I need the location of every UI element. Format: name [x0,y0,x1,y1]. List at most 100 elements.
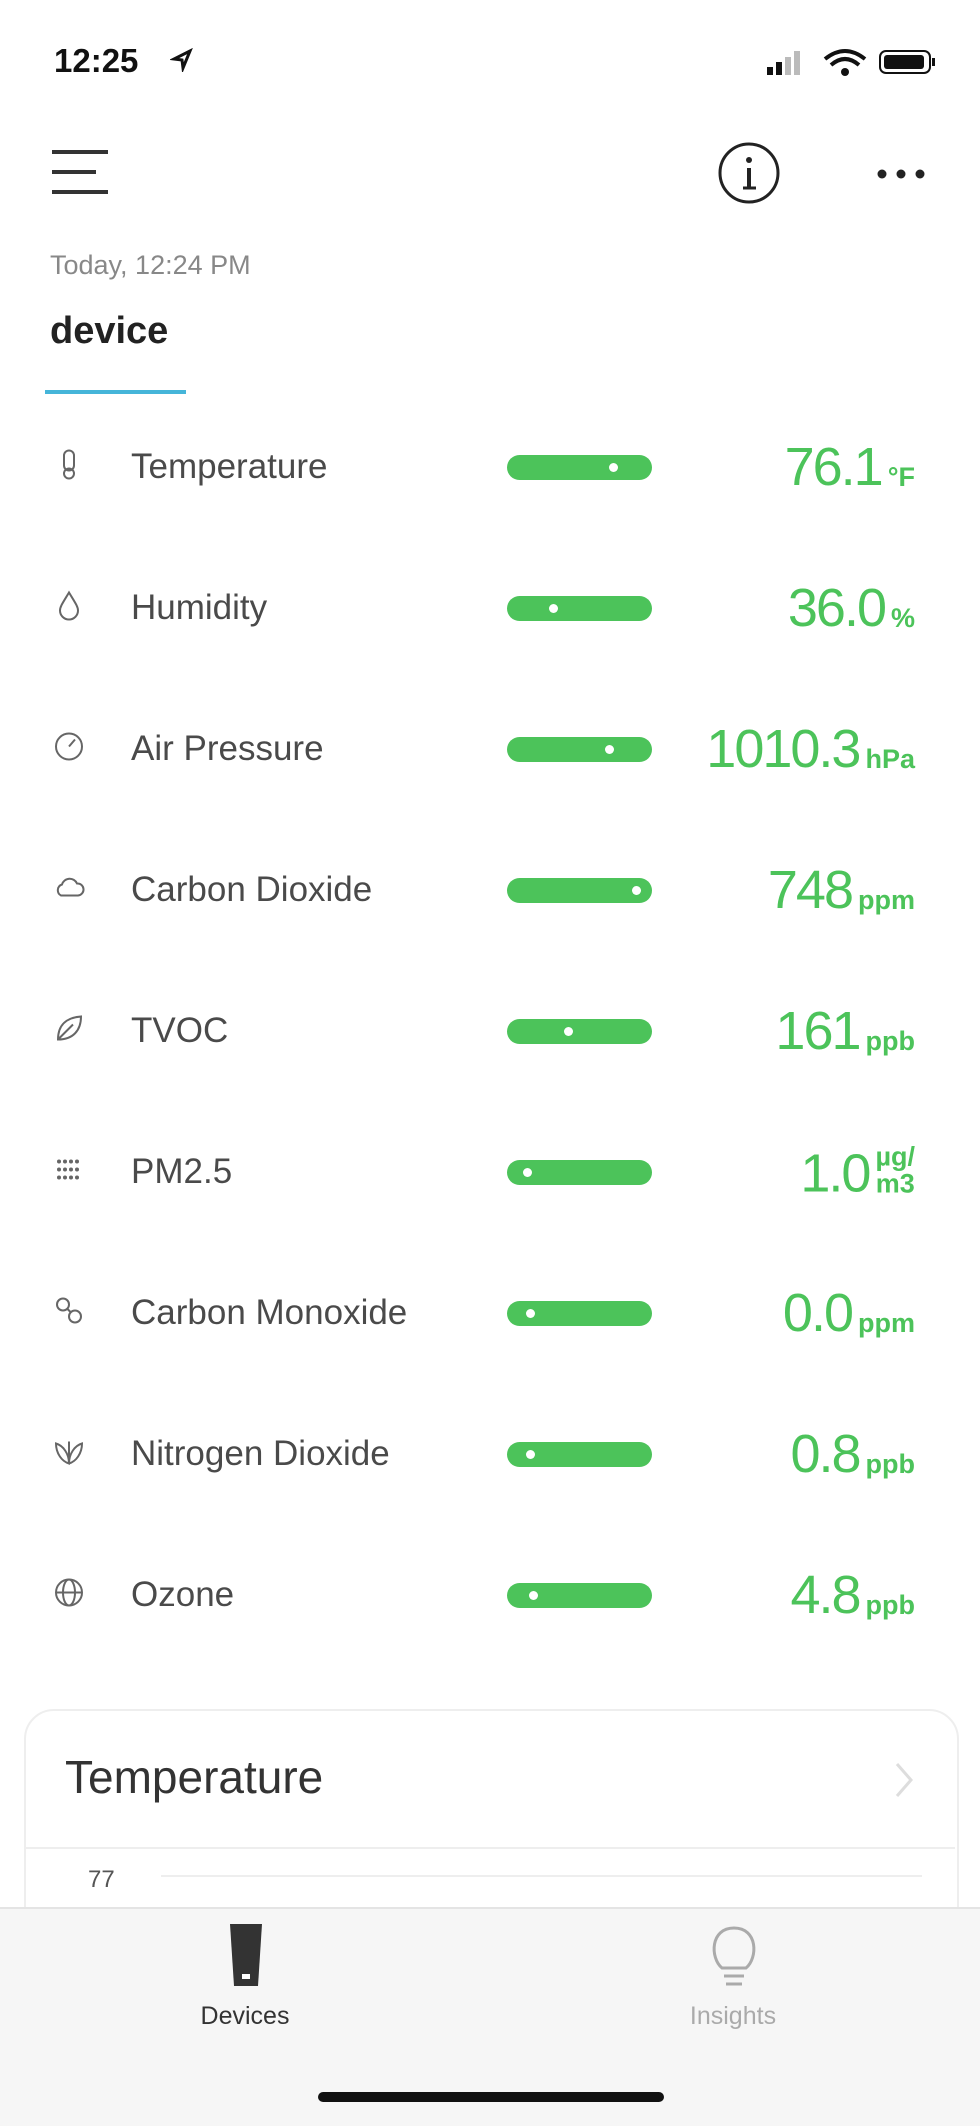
reading-row: PM2.5 1.0 µg/m3 [0,1101,980,1242]
value-number: 0.0 [782,1282,854,1343]
value-number: 748 [767,859,854,920]
reading-row: Carbon Dioxide 748 ppm [0,819,980,960]
value-unit: ppb [865,1025,915,1058]
value-number: 0.8 [790,1423,861,1484]
value-number: 1010.3 [706,718,861,779]
range-dot [604,744,614,754]
reading-value: 1.0 µg/m3 [800,1143,915,1203]
range-bar [507,1582,652,1608]
reading-icon [53,1294,85,1331]
tab-devices[interactable]: Devices [200,2002,290,2030]
range-dot [526,1308,536,1318]
reading-icon [53,1576,85,1613]
reading-icon [53,871,85,908]
unit-line: ppb [865,1025,915,1056]
value-unit: hPa [865,743,915,776]
range-bar [507,877,652,903]
icon-glyph [55,732,83,760]
icon-glyph [63,449,75,479]
reading-value: 36.0% [788,581,915,635]
range-bar [507,1300,652,1326]
reading-icon [53,1153,85,1190]
range-dot [523,1167,533,1177]
reading-row: Temperature 76.1 °F [0,396,980,537]
reading-name: PM2.5 [131,1151,233,1191]
reading-icon [53,448,85,485]
reading-name: Humidity [131,587,268,627]
reading-value: 1010.3 hPa [706,722,915,776]
home-indicator [318,2092,664,2102]
reading-value: 748 ppm [768,863,915,917]
range-bar [507,1159,652,1185]
unit-line: ppm [858,884,915,915]
card-title: Temperature [65,1751,324,1803]
range-bar [507,1441,652,1467]
value-unit: ppm [858,884,915,917]
reading-name: Nitrogen Dioxide [131,1433,390,1473]
range-bar [507,736,652,762]
value-unit: °F [887,461,915,494]
value-unit: ppm [858,1307,915,1340]
value-unit: µg/m3 [875,1143,915,1200]
unit-line: ppb [865,1589,915,1620]
value-unit: ppb [865,1589,915,1622]
more-button[interactable] [876,164,926,184]
range-bar [507,1018,652,1044]
reading-value: 161 ppb [775,1004,915,1058]
range-dot [529,1590,539,1600]
unit-line: °F [887,461,915,492]
range-bar [507,595,652,621]
tab-underline [45,390,186,394]
device-tab[interactable]: device [50,310,169,352]
value-number: 36.0 [787,577,887,638]
reading-name: TVOC [131,1010,229,1050]
unit-line: % [890,602,915,633]
reading-row: Carbon Monoxide 0.0 ppm [0,1242,980,1383]
value-number: 76.1 [784,436,884,497]
icon-glyph [55,1578,83,1606]
icon-glyph [54,1441,84,1465]
icon-glyph [57,1159,79,1179]
reading-row: Ozone 4.8 ppb [0,1524,980,1665]
icon-glyph [56,1014,83,1041]
tab-bar [0,1907,980,2126]
reading-icon [53,730,85,767]
unit-line: ppb [865,1448,915,1479]
info-button[interactable] [716,140,782,206]
icon-glyph [58,590,80,620]
reading-icon [53,1435,85,1472]
reading-name: Temperature [131,446,328,486]
value-unit: ppb [865,1448,915,1481]
location-icon [170,48,193,72]
reading-icon [53,1012,85,1049]
value-unit: % [890,602,915,635]
reading-name: Carbon Monoxide [131,1292,408,1332]
value-number: 4.8 [790,1564,861,1625]
reading-row: Nitrogen Dioxide 0.8 ppb [0,1383,980,1524]
icon-glyph [56,877,85,896]
status-icons [767,49,935,76]
reading-value: 0.0 ppm [783,1286,915,1340]
reading-name: Ozone [131,1574,235,1614]
unit-line: hPa [865,743,915,774]
tab-insights[interactable]: Insights [689,2002,777,2030]
reading-name: Carbon Dioxide [131,869,373,909]
range-dot [526,1449,536,1459]
axis-label: 77 [88,1866,115,1893]
insights-icon [712,1926,756,1986]
menu-button[interactable] [50,148,110,198]
range-dot [549,603,559,613]
range-dot [632,885,642,895]
devices-icon [230,1924,262,1986]
value-number: 161 [775,1000,861,1061]
reading-icon [53,589,85,626]
value-number: 1.0 [800,1143,871,1203]
reading-value: 0.8 ppb [790,1427,915,1481]
range-bar [507,454,652,480]
unit-line: ppm [858,1307,915,1338]
reading-value: 76.1 °F [785,440,915,494]
reading-row: TVOC 161 ppb [0,960,980,1101]
range-dot [563,1026,573,1036]
chevron [895,1763,913,1797]
